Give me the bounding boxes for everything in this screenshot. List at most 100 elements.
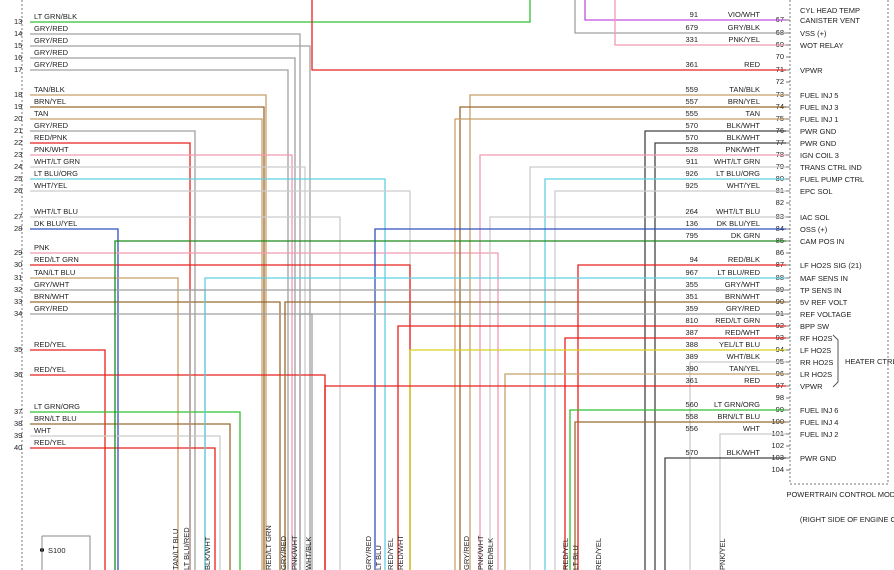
pin-function: FUEL INJ 2 (800, 430, 838, 439)
wire (311, 0, 786, 71)
wire (30, 0, 531, 23)
bottom-wire-label: GRY/RED (364, 535, 373, 570)
pin-number: 14 (14, 29, 22, 38)
wire (489, 216, 786, 570)
wire-label: LT GRN/ORG (714, 400, 760, 409)
wire-label: RED/YEL (34, 365, 66, 374)
circuit-number: 795 (685, 231, 698, 240)
wire-label: GRY/RED (34, 121, 69, 130)
wire (189, 289, 786, 570)
pin-function: BPP SW (800, 322, 830, 331)
pin-function: PWR GND (800, 454, 837, 463)
circuit-number: 555 (685, 109, 698, 118)
wire (30, 69, 289, 570)
wire-label: TAN/BLK (34, 85, 65, 94)
bottom-wire-label: PNK/WHT (290, 535, 299, 570)
pin-function: FUEL INJ 6 (800, 406, 838, 415)
pin-function: PWR GND (800, 139, 837, 148)
pin-function: MAF SENS IN (800, 274, 848, 283)
pin-number: 39 (14, 431, 22, 440)
pin-number: 22 (14, 138, 22, 147)
wire (30, 423, 231, 570)
circuit-number: 359 (685, 304, 698, 313)
pin-number: 34 (14, 309, 22, 318)
wire (554, 190, 786, 570)
pin-number: 21 (14, 126, 22, 135)
top-function: CYL HEAD TEMP (800, 6, 860, 15)
bottom-wire-label: LT BLU (571, 545, 580, 570)
wire (544, 178, 786, 570)
pin-number: 102 (771, 441, 784, 450)
bottom-wire-label: TAN/LT BLU (171, 529, 180, 570)
wire (564, 337, 786, 570)
pin-number: 30 (14, 260, 22, 269)
wire (30, 301, 281, 570)
wire-label: WHT/YEL (727, 181, 760, 190)
wire (30, 349, 106, 570)
wire (30, 216, 341, 570)
wire-label: LT BLU/ORG (34, 169, 78, 178)
wire (577, 264, 786, 570)
wire-label: GRY/BLK (728, 23, 760, 32)
wire-label: LT BLU/ORG (716, 169, 760, 178)
wire (204, 277, 786, 570)
circuit-number: 91 (690, 10, 698, 19)
wire (654, 142, 786, 570)
pin-number: 37 (14, 407, 22, 416)
wire (479, 154, 786, 570)
wire (614, 0, 786, 46)
circuit-number: 810 (685, 316, 698, 325)
splice-wire (41, 535, 91, 570)
pin-function: IAC SOL (800, 213, 830, 222)
wire-label: WHT/LT BLU (716, 207, 760, 216)
pin-number: 25 (14, 174, 22, 183)
wire-label: WHT/LT BLU (34, 207, 78, 216)
bottom-wire-label: BLK/WHT (203, 536, 212, 570)
pin-number: 86 (776, 248, 784, 257)
wire (689, 361, 786, 570)
pin-function: RF HO2S (800, 334, 833, 343)
wire-label: DK BLU/YEL (34, 219, 77, 228)
pin-function: LF HO2S (800, 346, 831, 355)
pin-function: VPWR (800, 382, 823, 391)
wire-label: RED (744, 60, 760, 69)
module-name: POWERTRAIN CONTROL MODULE (PCM) (786, 490, 894, 499)
wire-label: GRY/WHT (725, 280, 761, 289)
wire-label: RED/BLK (728, 255, 760, 264)
wire-label: GRY/WHT (34, 280, 70, 289)
wire (374, 228, 786, 570)
pin-function: PWR GND (800, 127, 837, 136)
circuit-number: 559 (685, 85, 698, 94)
pin-number: 16 (14, 53, 22, 62)
wire-label: WHT/LT GRN (714, 157, 760, 166)
pin-number: 40 (14, 443, 22, 452)
pin-function: FUEL INJ 1 (800, 115, 838, 124)
wire (30, 252, 499, 570)
wire (30, 45, 311, 570)
circuit-number: 331 (685, 35, 698, 44)
bottom-wire-label: LT BLU (374, 545, 383, 570)
pin-number: 13 (14, 17, 22, 26)
wire-label: DK BLU/YEL (717, 219, 760, 228)
bottom-wire-label: RED/WHT (396, 535, 405, 570)
wire-label: GRY/RED (34, 60, 69, 69)
circuit-number: 560 (685, 400, 698, 409)
wire (574, 0, 786, 34)
wire (30, 447, 216, 570)
pin-function: TP SENS IN (800, 286, 842, 295)
pin-function: VPWR (800, 66, 823, 75)
wire (569, 409, 786, 570)
pin-number: 27 (14, 212, 22, 221)
wire (284, 301, 786, 570)
pin-function: FUEL INJ 3 (800, 103, 838, 112)
wire-label: BRN/LT BLU (717, 412, 760, 421)
circuit-number: 387 (685, 328, 698, 337)
circuit-number: 136 (685, 219, 698, 228)
wire-label: LT BLU/RED (717, 268, 760, 277)
circuit-number: 361 (685, 376, 698, 385)
bottom-wire-label: LT BLU/RED (182, 527, 191, 570)
circuit-number: 925 (685, 181, 698, 190)
circuit-number: 361 (685, 60, 698, 69)
pin-number: 104 (771, 465, 784, 474)
pin-function: LF HO2S SIG (21) (800, 261, 862, 270)
